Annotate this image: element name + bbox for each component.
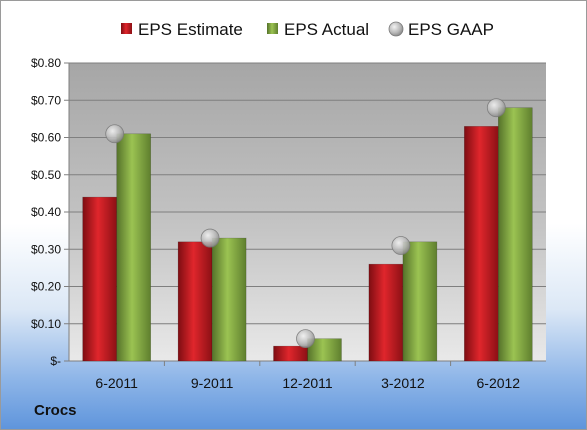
y-tick-label: $0.60 [31, 131, 61, 145]
eps-estimate-bar [368, 263, 404, 362]
eps-estimate-bar [463, 126, 499, 362]
y-tick-label: $- [50, 354, 61, 368]
eps-gaap-point [105, 124, 125, 144]
eps-estimate-bar [82, 196, 117, 362]
x-tick-label: 12-2011 [282, 375, 333, 391]
legend-label: EPS Actual [284, 20, 369, 39]
legend-label: EPS GAAP [408, 20, 494, 39]
legend-estimate-swatch-icon [121, 23, 132, 34]
legend-actual-swatch-icon [267, 23, 278, 34]
y-tick-label: $0.70 [31, 93, 61, 107]
eps-estimate-bar [177, 241, 213, 362]
eps-gaap-point [296, 329, 315, 349]
y-tick-label: $0.30 [31, 242, 61, 256]
plot-area: $- $0.10 $0.20 $0.30 $0.40 $0.50 $0.60 $0.70 $0.… [31, 56, 546, 391]
eps-actual-bar [211, 237, 247, 362]
y-tick-label: $0.80 [31, 56, 61, 70]
y-tick-label: $0.20 [31, 280, 61, 294]
eps-actual-bar [307, 338, 342, 362]
eps-actual-bar [116, 133, 151, 362]
legend: EPS Estimate EPS Actual EPS GAAP [121, 20, 494, 39]
legend-label: EPS Estimate [138, 20, 243, 39]
eps-gaap-point [200, 228, 220, 248]
eps-actual-bar [497, 107, 533, 362]
legend-gaap-marker-icon [388, 21, 404, 37]
x-tick-label: 6-2011 [95, 375, 138, 391]
y-tick-label: $0.10 [31, 317, 61, 331]
eps-gaap-point [486, 98, 506, 118]
x-tick-label: 9-2011 [191, 375, 234, 391]
eps-estimate-bar [273, 345, 308, 362]
x-tick-label: 6-2012 [477, 375, 521, 391]
eps-gaap-point [391, 236, 411, 255]
y-tick-label: $0.50 [31, 168, 61, 182]
y-tick-label: $0.40 [31, 205, 61, 219]
eps-actual-bar [402, 241, 438, 362]
company-name: Crocs [34, 402, 77, 419]
x-tick-label: 3-2012 [381, 375, 425, 391]
